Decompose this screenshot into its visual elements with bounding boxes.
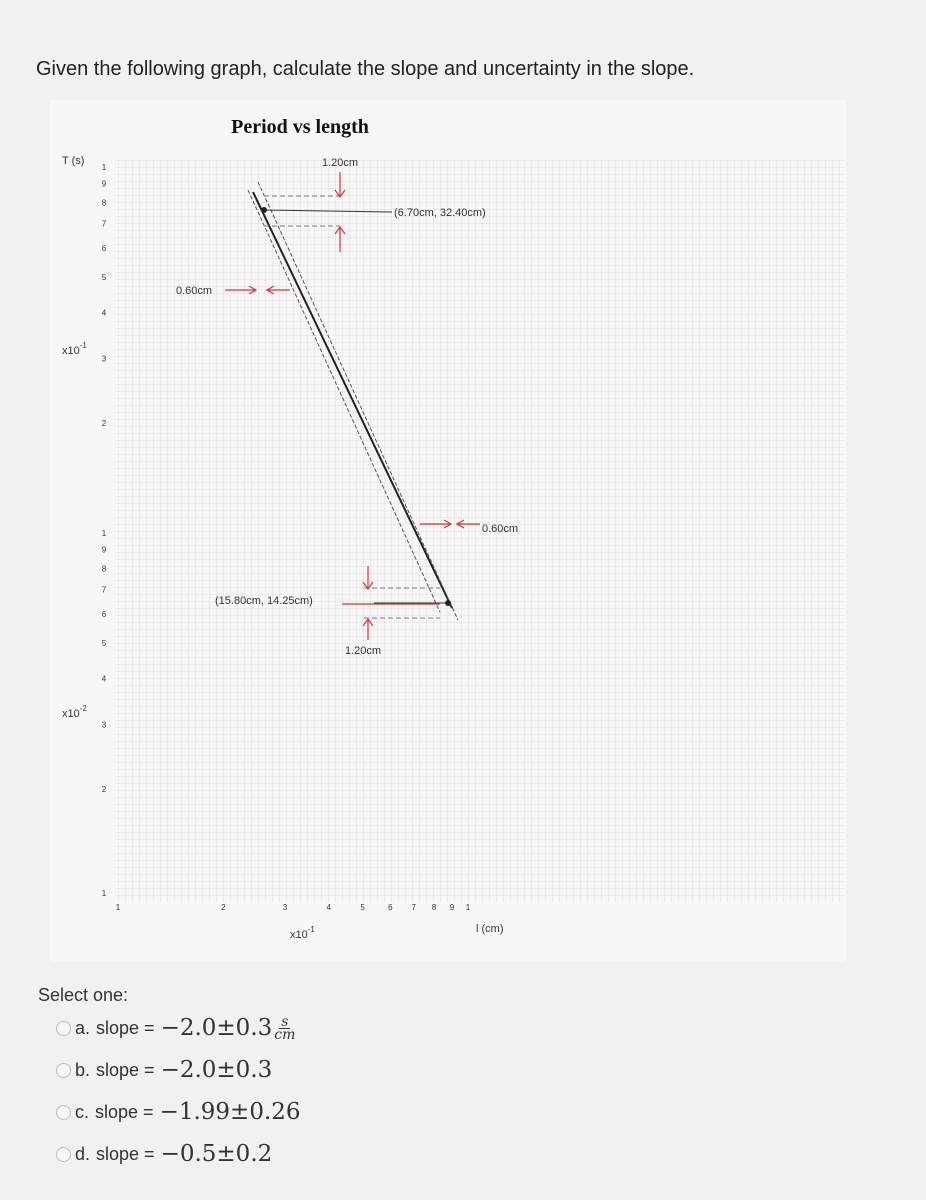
error-line <box>257 181 459 621</box>
y-tick-label: 1 <box>102 889 107 898</box>
y-tick-label: 5 <box>102 639 107 648</box>
y-tick-label: 1 <box>102 163 107 172</box>
y-tick-label: 1 <box>102 529 107 538</box>
annotation: 1.20cm <box>345 645 381 657</box>
unit-fraction: s cm <box>274 1013 296 1043</box>
mult-base: x10 <box>290 929 308 941</box>
point <box>261 207 267 213</box>
y-tick-label: 7 <box>102 586 107 595</box>
option[interactable]: d. slope = −0.5±0.2 <box>56 1141 272 1167</box>
option-value: −2.0±0.3 <box>160 1015 273 1041</box>
option[interactable]: a. slope = −2.0±0.3 s cm <box>56 1013 296 1043</box>
red-markers <box>225 172 480 640</box>
x-tick-label: 7 <box>412 903 417 912</box>
error-line <box>247 189 441 613</box>
option-letter: b. <box>75 1059 91 1080</box>
best-fit-line <box>252 191 453 609</box>
annotation: (6.70cm, 32.40cm) <box>394 207 486 219</box>
unit-numerator: s <box>279 1013 291 1030</box>
y-tick-label: 4 <box>102 675 107 684</box>
unit-denominator: cm <box>274 1026 296 1043</box>
option-value: −0.5±0.2 <box>160 1141 273 1167</box>
x-tick-label: 4 <box>326 903 331 912</box>
x-tick-label: 3 <box>283 903 288 912</box>
grid-texture <box>115 160 845 902</box>
x-tick-label: 1 <box>466 903 471 912</box>
y-tick-label: 2 <box>102 785 107 794</box>
mult-exp: -2 <box>80 704 88 713</box>
mult-base: x10 <box>62 708 80 720</box>
x-tick-label: 5 <box>360 903 365 912</box>
mult-exp: -1 <box>308 925 316 934</box>
option[interactable]: b. slope = −2.0±0.3 <box>56 1057 272 1083</box>
guide-line <box>263 209 393 213</box>
question: Given the following graph, calculate the… <box>36 58 695 80</box>
y-tick-label: 3 <box>102 354 107 363</box>
option-letter: c. <box>75 1101 90 1122</box>
mult-base: x10 <box>62 345 80 357</box>
option-letter: d. <box>75 1143 91 1164</box>
figure-title: Period vs length <box>231 116 369 138</box>
annotation: 1.20cm <box>322 157 358 169</box>
y-multiplier: x10-2 <box>62 704 87 720</box>
option[interactable]: c. slope = −1.99±0.26 <box>56 1099 301 1125</box>
point <box>445 600 451 606</box>
x-axis-label: l (cm) <box>476 923 504 935</box>
y-tick-label: 8 <box>102 564 107 573</box>
y-axis-label: T (s) <box>62 155 84 167</box>
option-letter: a. <box>75 1017 91 1038</box>
annotation: 0.60cm <box>482 523 518 535</box>
x-multiplier: x10-1 <box>290 925 315 941</box>
x-tick-label: 2 <box>221 903 226 912</box>
radio-button[interactable] <box>56 1146 71 1162</box>
y-tick-label: 9 <box>102 546 107 555</box>
select-prompt: Select one: <box>38 985 129 1005</box>
option-value: −1.99±0.26 <box>159 1099 301 1125</box>
y-tick-label: 5 <box>102 273 107 282</box>
radio-button[interactable] <box>56 1104 71 1120</box>
y-tick-label: 9 <box>102 180 107 189</box>
figure: Period vs length T (s) l (cm) x10-1 x10-… <box>62 116 845 941</box>
y-tick-label: 8 <box>102 198 107 207</box>
x-tick-label: 8 <box>432 903 437 912</box>
option-value: −2.0±0.3 <box>160 1057 273 1083</box>
y-tick-label: 6 <box>102 610 107 619</box>
option-label: slope = <box>96 1059 155 1080</box>
annotation: 0.60cm <box>176 285 212 297</box>
option-label: slope = <box>95 1101 154 1122</box>
y-tick-label: 7 <box>102 220 107 229</box>
radio-button[interactable] <box>56 1020 71 1036</box>
x-tick-label: 1 <box>116 903 121 912</box>
y-tick-label: 2 <box>102 419 107 428</box>
x-tick-label: 9 <box>450 903 455 912</box>
radio-button[interactable] <box>56 1062 71 1078</box>
y-tick-label: 4 <box>102 309 107 318</box>
option-label: slope = <box>96 1143 155 1164</box>
annotation: (15.80cm, 14.25cm) <box>215 595 313 607</box>
y-multiplier: x10-1 <box>62 341 87 357</box>
x-tick-label: 6 <box>388 903 393 912</box>
y-tick-label: 6 <box>102 244 107 253</box>
mult-exp: -1 <box>80 341 88 350</box>
y-tick-label: 3 <box>102 720 107 729</box>
option-label: slope = <box>96 1017 155 1038</box>
